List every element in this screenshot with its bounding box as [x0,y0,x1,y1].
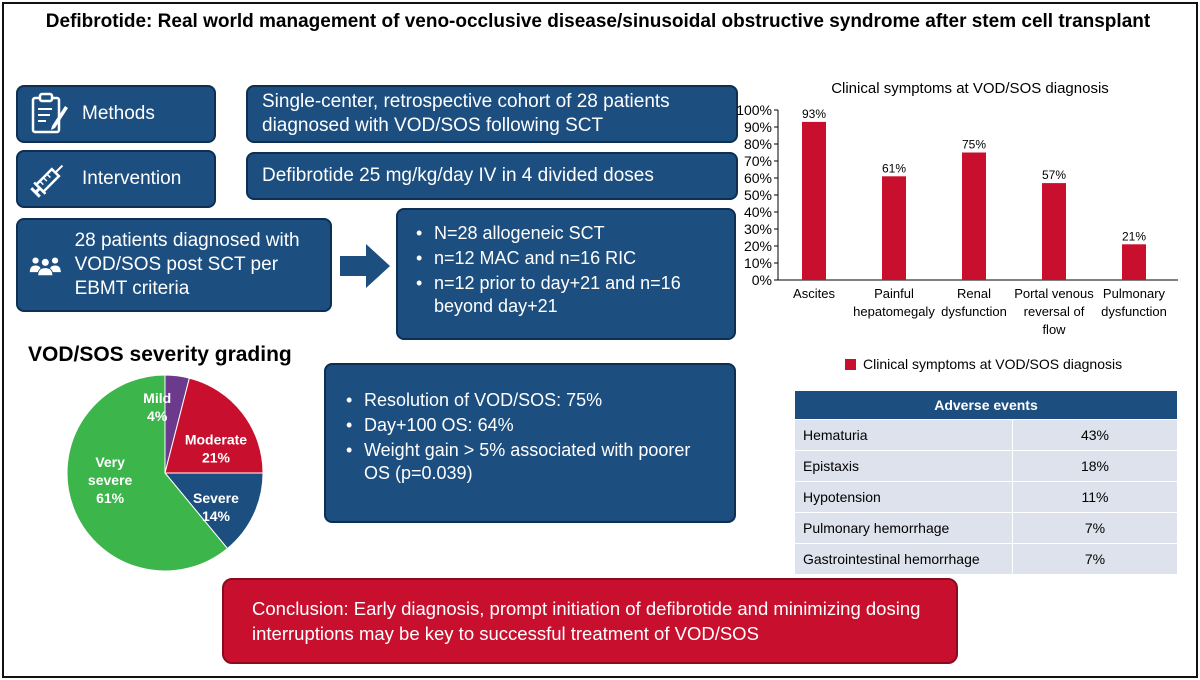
outcome-bullet: Day+100 OS: 64% [342,414,718,437]
event-name: Gastrointestinal hemorrhage [794,543,1013,575]
pie-label-severe: Severe 14% [193,490,239,524]
bar-value-label: 57% [1042,168,1066,182]
pie-label-moderate: Moderate 21% [185,431,247,465]
chart-legend: Clinical symptoms at VOD/SOS diagnosis [845,356,1122,372]
category-label: Ascites [793,286,835,301]
table-row: Hypotension 11% [794,481,1178,513]
clipboard-icon [31,92,68,134]
table-row: Hematuria 43% [794,419,1178,451]
methods-label: Methods [82,103,155,124]
arrow-right-icon [340,244,390,288]
pie-slice-very-severe [66,374,229,572]
adverse-events-header: Adverse events [794,390,1178,420]
bar-0 [802,121,826,281]
y-tick-label: 80% [744,136,772,152]
bar-value-label: 61% [882,161,906,175]
y-tick-label: 90% [744,119,772,135]
outcome-bullet: Weight gain > 5% associated with poorer … [342,439,718,485]
bar-2 [962,152,986,280]
chart-title: Clinical symptoms at VOD/SOS diagnosis [831,80,1109,97]
pie-slice-severe [163,472,264,550]
category-label: Painful hepatomegaly [853,286,935,319]
legend-label: Clinical symptoms at VOD/SOS diagnosis [863,356,1123,372]
y-tick-label: 10% [744,255,772,271]
bar-3 [1042,183,1066,280]
conclusion-text: Conclusion: Early diagnosis, prompt init… [252,598,921,644]
intervention-text: Defibrotide 25 mg/kg/day IV in 4 divided… [262,165,654,186]
severity-pie-chart: Mild 4% Moderate 21% Severe 14% Very severe 61% [66,374,264,572]
event-name: Hematuria [794,419,1013,451]
patients-text: 28 patients diagnosed with VOD/SOS post … [74,230,300,299]
intervention-label-box: Intervention [16,150,216,208]
event-value: 7% [1012,543,1178,575]
bar-value-label: 75% [962,138,986,152]
table-row: Gastrointestinal hemorrhage 7% [794,543,1178,575]
infographic-title: Defibrotide: Real world management of ve… [45,11,1151,32]
methods-text-box: Single-center, retrospective cohort of 2… [246,85,738,143]
adverse-events-table: Adverse events Hematuria 43% Epistaxis 18%… [794,390,1178,575]
pie-label-very-severe: Very severe 61% [88,454,133,506]
symptoms-bar-chart: 0%10%20%30%40%50%60%70%80%90%100% 93% Asci… [736,102,1178,337]
category-label: Pulmonary dysfunction [1101,286,1167,319]
y-tick-label: 60% [744,170,772,186]
bar-4 [1122,244,1146,280]
y-tick-label: 0% [752,272,772,288]
event-name: Epistaxis [794,450,1013,482]
conclusion-box: Conclusion: Early diagnosis, prompt init… [222,578,958,664]
outcome-bullet: Resolution of VOD/SOS: 75% [342,389,718,412]
severity-title: VOD/SOS severity grading [28,343,292,366]
intervention-text-box: Defibrotide 25 mg/kg/day IV in 4 divided… [246,152,738,200]
category-label: Portal venous reversal of flow [1014,286,1094,337]
event-value: 18% [1012,450,1178,482]
outcomes-list: Resolution of VOD/SOS: 75% Day+100 OS: 6… [342,389,718,485]
event-name: Pulmonary hemorrhage [794,512,1013,544]
cohort-box: N=28 allogeneic SCT n=12 MAC and n=16 RI… [396,208,736,340]
cohort-list: N=28 allogeneic SCT n=12 MAC and n=16 RI… [412,222,720,318]
cohort-bullet: n=12 prior to day+21 and n=16 beyond day… [412,272,720,318]
pie-label-mild: Mild 4% [143,390,171,424]
y-tick-label: 100% [736,102,772,118]
pie-slice-moderate [164,377,264,474]
outcomes-box: Resolution of VOD/SOS: 75% Day+100 OS: 6… [324,363,736,523]
y-tick-label: 50% [744,187,772,203]
methods-label-box: Methods [16,85,216,143]
event-value: 7% [1012,512,1178,544]
event-name: Hypotension [794,481,1013,513]
table-row: Epistaxis 18% [794,450,1178,482]
legend-swatch [845,358,856,370]
y-tick-label: 70% [744,153,772,169]
cohort-bullet: N=28 allogeneic SCT [412,222,720,245]
y-tick-label: 40% [744,204,772,220]
event-value: 43% [1012,419,1178,451]
bar-value-label: 21% [1122,229,1146,243]
syringe-icon [30,164,64,198]
y-tick-label: 20% [744,238,772,254]
event-value: 11% [1012,481,1178,513]
category-label: Renal dysfunction [941,286,1007,319]
intervention-label: Intervention [82,168,182,189]
cohort-bullet: n=12 MAC and n=16 RIC [412,247,720,270]
bar-value-label: 93% [802,107,826,121]
y-tick-label: 30% [744,221,772,237]
patients-box: 28 patients diagnosed with VOD/SOS post … [16,218,332,312]
bar-1 [882,176,906,280]
group-people-icon [29,257,61,277]
methods-text: Single-center, retrospective cohort of 2… [262,91,670,136]
table-row: Pulmonary hemorrhage 7% [794,512,1178,544]
